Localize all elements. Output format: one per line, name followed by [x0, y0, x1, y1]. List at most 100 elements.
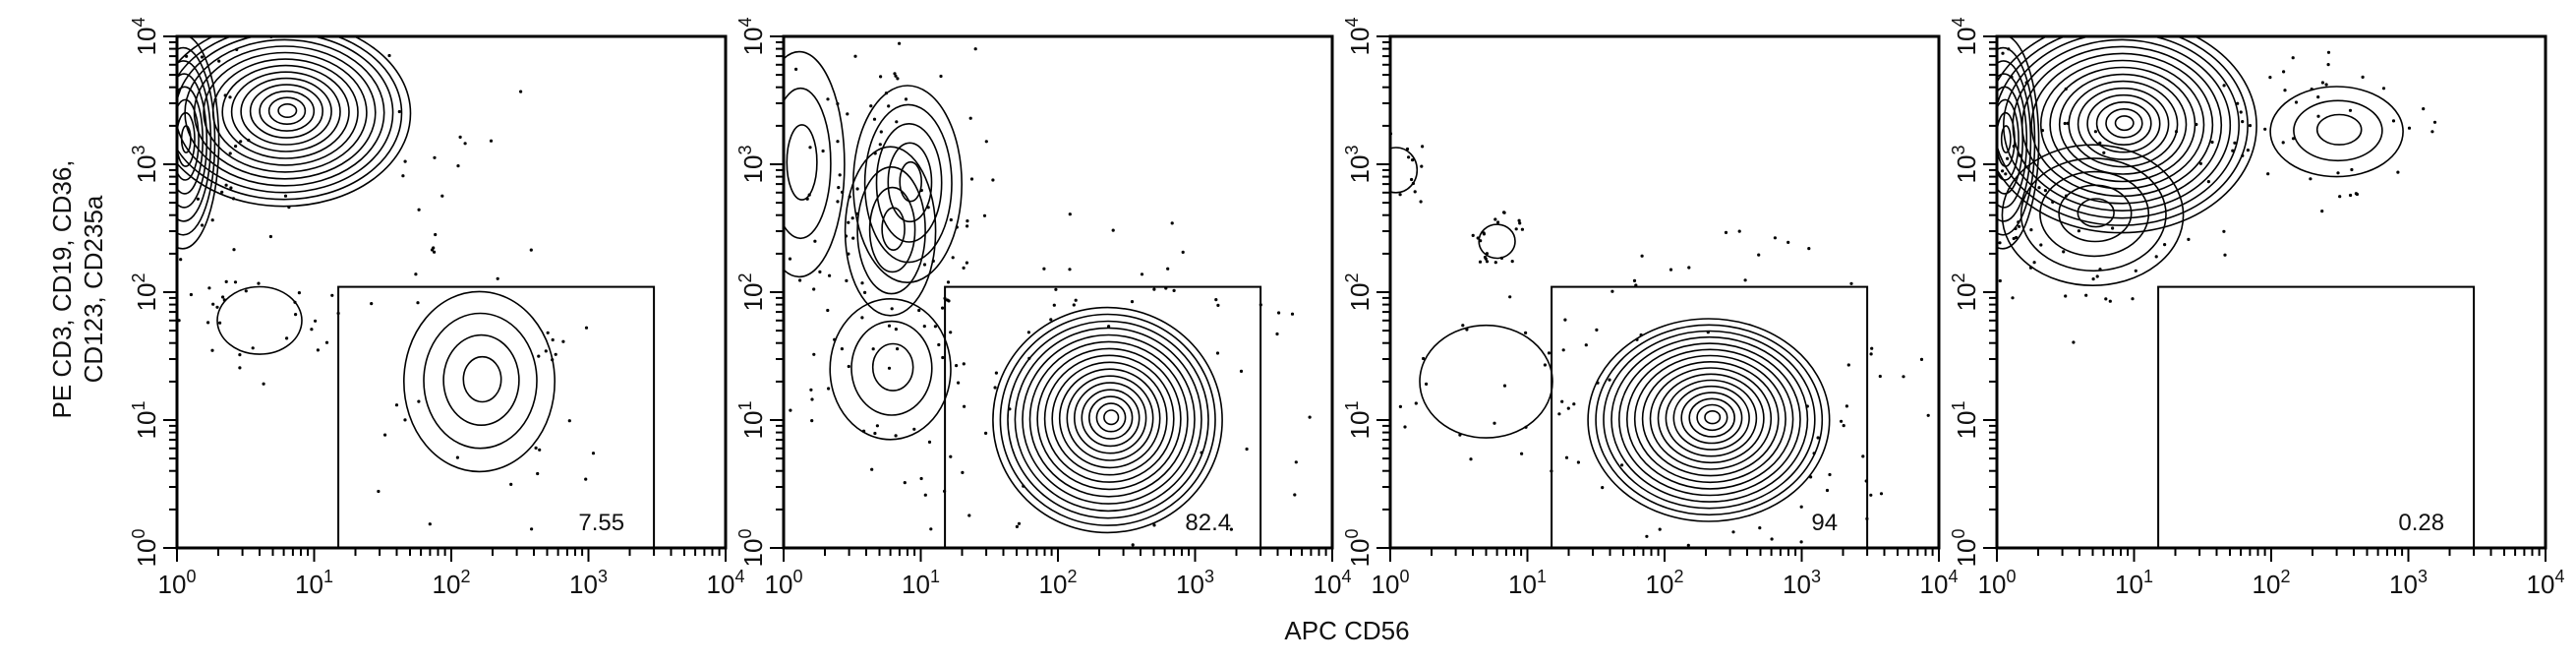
population-4-contours [2269, 86, 2404, 178]
event-dot [2195, 122, 2198, 127]
contour-line [177, 46, 216, 236]
event-dot [904, 97, 908, 101]
event-dot [931, 259, 935, 263]
event-dot [984, 431, 988, 435]
event-dot [1878, 374, 1882, 379]
event-dot [875, 424, 880, 428]
x-tick-label: 101 [2115, 567, 2153, 599]
event-dot [1932, 127, 1935, 130]
event-dot [1610, 289, 1614, 293]
contour-line [1680, 392, 1743, 445]
event-dot [849, 13, 852, 16]
event-dot [894, 328, 899, 332]
event-dot [238, 366, 242, 370]
event-dot [2039, 243, 2043, 247]
event-dot [238, 353, 242, 357]
axis-ticks [1983, 35, 2547, 562]
y-tick-label: 100 [1949, 529, 1981, 568]
event-dot [2198, 161, 2202, 165]
y-tick-label: 104 [129, 18, 161, 56]
event-dot [1799, 505, 1803, 509]
x-tick-label: 100 [1372, 567, 1410, 599]
event-dot [1934, 144, 1937, 147]
event-dot [1904, 201, 1907, 204]
contour-line [1997, 73, 2028, 209]
event-dot [1947, 178, 1950, 181]
event-dot [401, 174, 405, 178]
event-dot [890, 307, 894, 311]
event-dot [154, 0, 157, 3]
contour-line [2105, 108, 2143, 139]
event-dot [1485, 260, 1490, 264]
event-dot [314, 319, 318, 323]
x-tick-label: 104 [2527, 567, 2565, 599]
event-dot [1493, 261, 1497, 265]
contour-line [1603, 330, 1816, 510]
event-dot [1405, 147, 1410, 151]
event-dot [973, 47, 977, 51]
event-dot [1958, 141, 1961, 144]
panel-plot-area [146, 0, 596, 531]
event-dot [377, 489, 381, 494]
event-dot [809, 388, 813, 392]
event-dot [1376, 189, 1378, 192]
axis-ticks [770, 35, 1333, 562]
event-dot [805, 197, 809, 201]
contour-line [881, 207, 906, 251]
event-dot [1869, 493, 1873, 497]
event-dot [1211, 596, 1214, 599]
event-dot [244, 289, 248, 293]
event-dot [774, 32, 777, 35]
contour-line [259, 90, 316, 132]
event-dot [247, 138, 251, 143]
event-dot [1022, 484, 1025, 488]
contour-line [1997, 111, 2016, 167]
event-dot [2241, 153, 2245, 157]
event-dot [1371, 190, 1374, 193]
event-dot [1807, 247, 1811, 251]
event-dot [397, 109, 401, 114]
x-tick-label: 101 [1508, 567, 1547, 599]
event-dot [863, 290, 867, 294]
event-dot [2361, 75, 2365, 79]
event-dot [1773, 236, 1777, 240]
event-dot [1377, 154, 1380, 157]
event-dot [489, 139, 494, 143]
event-dot [146, 12, 149, 15]
event-dot [537, 354, 541, 358]
event-dot [1476, 236, 1480, 240]
event-dot [1068, 212, 1072, 216]
y-tick-label: 103 [1949, 146, 1981, 184]
event-dot [1828, 472, 1832, 477]
event-dot [967, 514, 971, 517]
event-dot [851, 236, 855, 240]
y-axis-title-line-2: CD123, CD235a [79, 195, 108, 383]
event-dot [853, 54, 857, 58]
event-dot [1973, 213, 1976, 216]
event-dot [919, 188, 923, 193]
x-tick-label: 102 [433, 567, 471, 599]
event-dot [1640, 254, 1644, 258]
event-dot [1008, 407, 1012, 411]
event-dot [1844, 404, 1848, 408]
event-dot [206, 321, 210, 325]
event-dot [860, 316, 864, 320]
contour-line [177, 36, 394, 194]
event-dot [1425, 382, 1429, 386]
contour-line [2030, 52, 2214, 198]
event-dot [210, 348, 214, 352]
event-dot [793, 12, 796, 15]
contour-line [177, 36, 220, 250]
event-dot [529, 248, 533, 252]
event-dot [1737, 229, 1741, 233]
event-dot [2037, 186, 2041, 190]
event-dot [232, 248, 236, 252]
event-dot [2430, 130, 2434, 134]
event-dot [2309, 177, 2313, 181]
x-tick-label: 103 [2389, 567, 2428, 599]
event-dot [1812, 452, 1816, 455]
event-dot [185, 54, 189, 58]
event-dot [949, 217, 953, 222]
event-dot [2291, 56, 2295, 60]
event-dot [567, 419, 571, 423]
